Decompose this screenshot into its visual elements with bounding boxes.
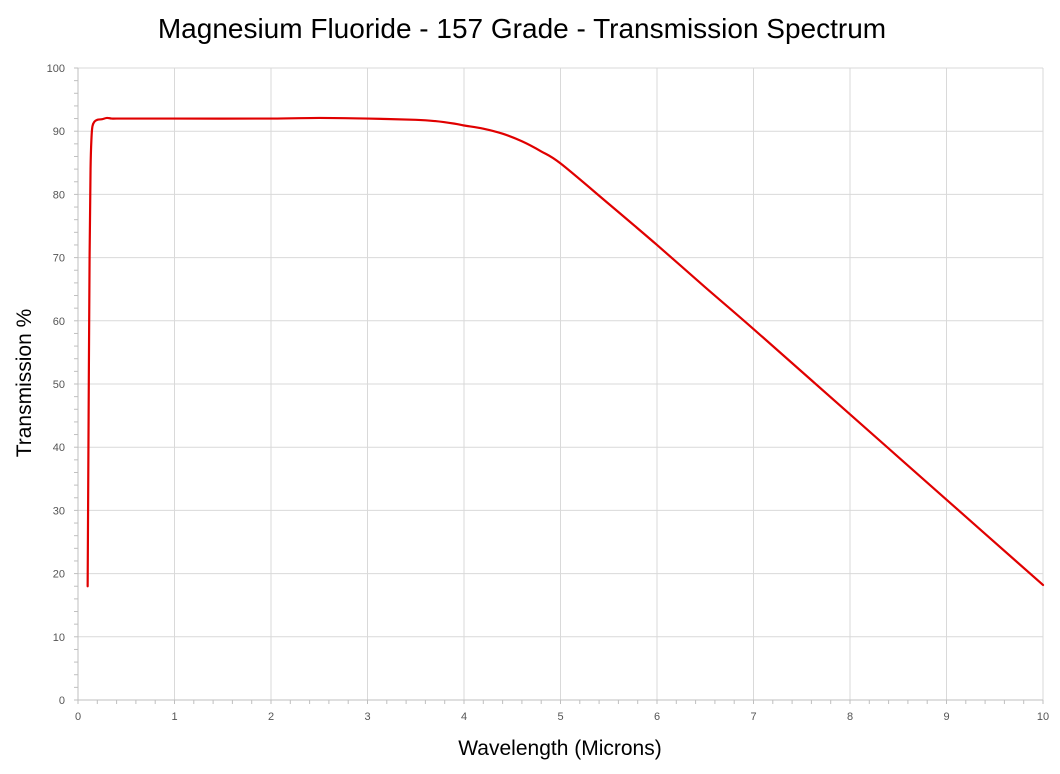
x-tick-label: 5 xyxy=(557,711,563,723)
y-tick-label: 20 xyxy=(53,569,65,581)
y-tick-label: 100 xyxy=(47,63,65,75)
grid xyxy=(78,67,1044,700)
series-line xyxy=(86,116,1045,588)
x-tick-label: 10 xyxy=(1037,711,1049,723)
x-tick-label: 2 xyxy=(268,711,274,723)
chart-title: Magnesium Fluoride - 157 Grade - Transmi… xyxy=(158,13,886,44)
y-tick-label: 90 xyxy=(53,126,65,138)
y-tick-label: 70 xyxy=(53,253,65,265)
y-tick-label: 50 xyxy=(53,379,65,391)
x-tick-label: 7 xyxy=(750,711,756,723)
y-tick-label: 10 xyxy=(53,632,65,644)
y-tick-label: 30 xyxy=(53,505,65,517)
y-axis-label: Transmission % xyxy=(13,309,36,458)
y-tick-label: 80 xyxy=(53,189,65,201)
y-tick-label: 0 xyxy=(59,695,65,707)
series-layer xyxy=(86,116,1045,588)
y-tick-label: 40 xyxy=(53,442,65,454)
x-tick-label: 8 xyxy=(847,711,853,723)
x-tick-label: 4 xyxy=(461,711,467,723)
axes xyxy=(74,67,1044,704)
x-tick-label: 9 xyxy=(943,711,949,723)
y-tick-label: 60 xyxy=(53,316,65,328)
x-axis-label: Wavelength (Microns) xyxy=(458,737,661,760)
x-tick-label: 1 xyxy=(171,711,177,723)
x-tick-label: 6 xyxy=(654,711,660,723)
x-tick-label: 0 xyxy=(75,711,81,723)
x-tick-label: 3 xyxy=(364,711,370,723)
